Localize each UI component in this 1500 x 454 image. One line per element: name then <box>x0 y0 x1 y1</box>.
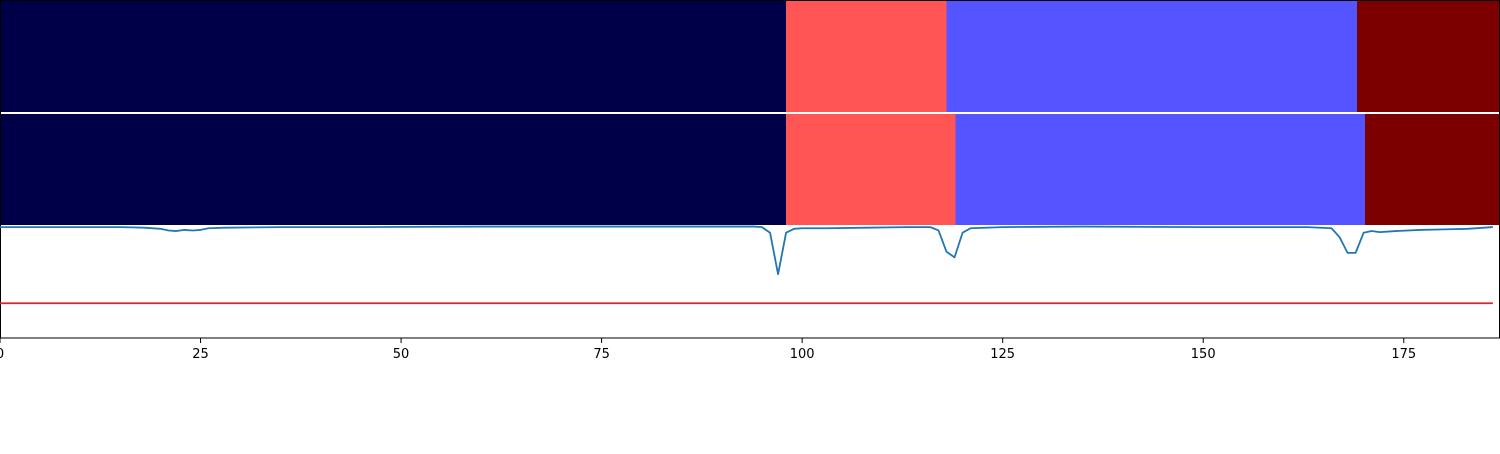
x-tick-label-75: 75 <box>593 347 610 362</box>
x-tick-label-150: 150 <box>1191 347 1216 362</box>
segment-2-3 <box>955 114 1366 225</box>
x-tick-label-25: 25 <box>192 347 209 362</box>
segment-1-2 <box>786 1 947 112</box>
x-tick-label-125: 125 <box>990 347 1015 362</box>
x-ticks: 0 25 50 75 100 125 150 175 <box>0 338 1416 362</box>
segment-1-1 <box>0 1 787 112</box>
signal-lines <box>0 225 1493 305</box>
segmentation-row-2 <box>0 114 1500 225</box>
segmentation-heatmaps <box>0 1 1500 225</box>
x-tick-label-0: 0 <box>0 347 4 362</box>
segment-1-3 <box>946 1 1358 112</box>
segment-2-4 <box>1365 114 1500 225</box>
segment-2-2 <box>786 114 956 225</box>
series-line-1 <box>0 225 1493 276</box>
x-tick-label-175: 175 <box>1391 347 1416 362</box>
x-tick-label-100: 100 <box>790 347 815 362</box>
x-tick-label-50: 50 <box>393 347 410 362</box>
segmentation-row-1 <box>0 1 1500 112</box>
segment-2-1 <box>0 114 787 225</box>
segment-1-4 <box>1357 1 1500 112</box>
x-axis: 0 25 50 75 100 125 150 175 <box>0 337 1500 362</box>
